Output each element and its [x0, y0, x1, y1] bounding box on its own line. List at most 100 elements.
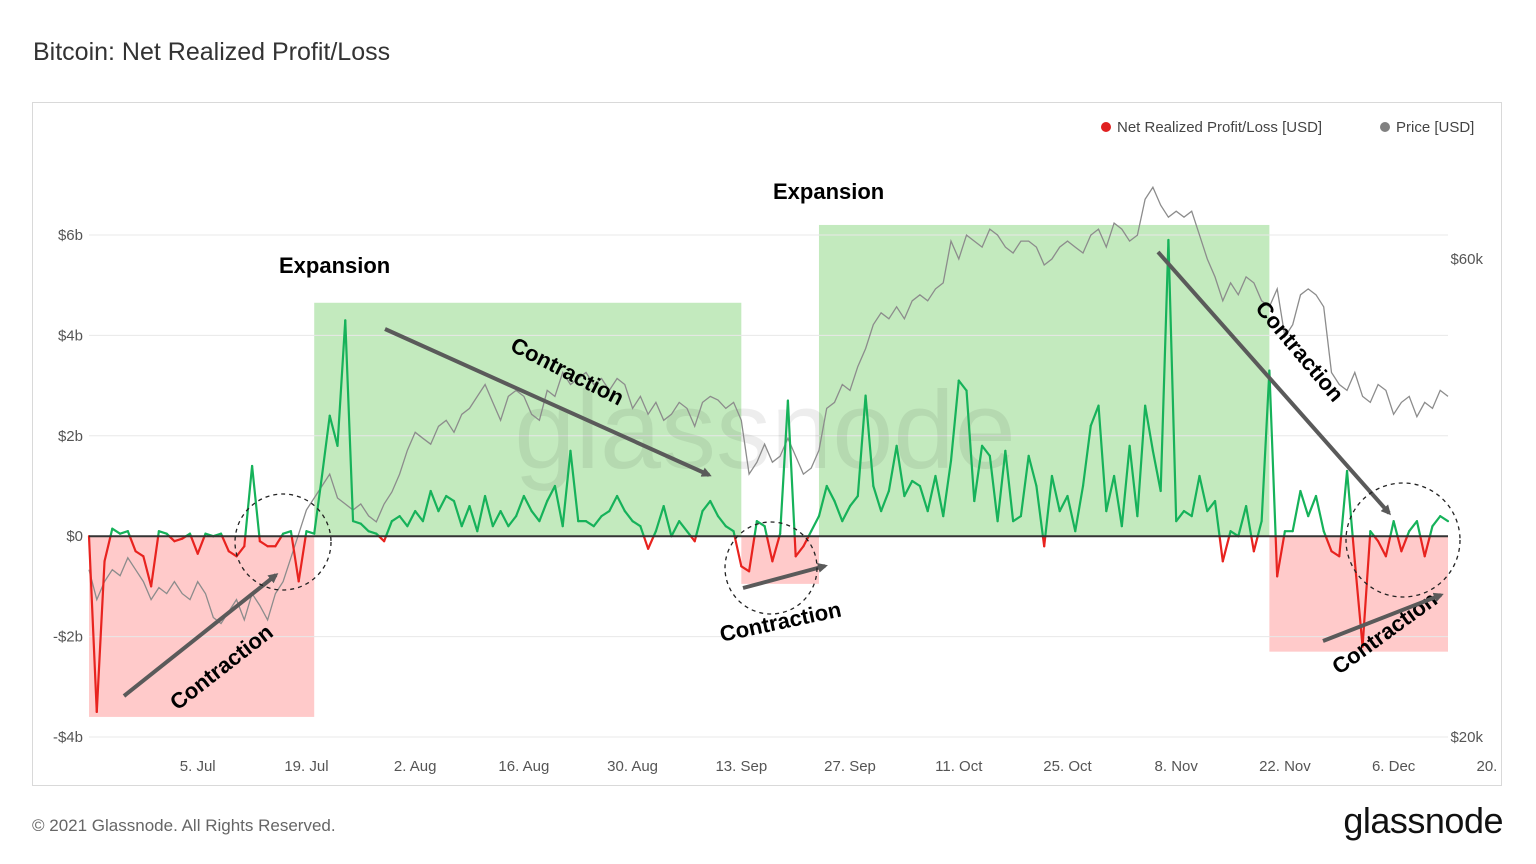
npl-series-segment	[1428, 525, 1434, 538]
npl-series-segment	[173, 537, 184, 543]
x-tick-label: 5. Jul	[180, 758, 216, 775]
npl-series-segment	[1019, 454, 1030, 518]
npl-series-segment	[1274, 535, 1279, 578]
npl-series-segment	[654, 504, 665, 533]
npl-series-segment	[258, 540, 269, 548]
npl-series-segment	[1314, 494, 1325, 533]
npl-series-segment	[592, 515, 603, 528]
npl-series-segment	[109, 527, 114, 538]
x-tick-label: 8. Nov	[1155, 758, 1199, 775]
npl-series-segment	[1089, 404, 1100, 427]
trend-arrow	[1156, 250, 1391, 516]
npl-series-segment	[1340, 469, 1349, 538]
npl-series-segment	[468, 504, 479, 533]
npl-series-segment	[1338, 535, 1343, 558]
npl-series-segment	[1439, 515, 1450, 523]
npl-series-segment	[452, 499, 463, 528]
npl-series-segment	[642, 535, 650, 550]
npl-series-segment	[305, 530, 316, 535]
trend-arrow	[742, 562, 828, 590]
npl-series-segment	[864, 394, 875, 488]
npl-series-segment	[1198, 474, 1209, 513]
npl-series-segment	[282, 530, 293, 535]
chart-title: Bitcoin: Net Realized Profit/Loss	[33, 38, 391, 66]
price-layer	[88, 185, 1449, 625]
npl-series-segment	[786, 399, 796, 538]
npl-series-segment	[973, 444, 984, 503]
npl-series-segment	[128, 535, 137, 553]
expansion-label: Expansion	[279, 253, 390, 278]
npl-series-segment	[872, 484, 883, 513]
npl-series-segment	[344, 319, 355, 523]
npl-series-segment	[111, 527, 122, 535]
npl-series-segment	[1392, 520, 1399, 538]
npl-series-segment	[1136, 404, 1147, 518]
npl-series-segment	[390, 515, 401, 523]
npl-series-segment	[765, 535, 774, 563]
npl-series-segment	[903, 479, 914, 498]
npl-series-segment	[1260, 369, 1271, 523]
npl-series-segment	[1206, 499, 1217, 513]
chart-svg: glassnode $6b $4b $2b $0 -$2b -$4b $60k $20k 5. …	[53, 119, 1529, 775]
npl-series-segment	[1423, 535, 1431, 558]
npl-series-segment	[1097, 404, 1108, 513]
npl-series-segment	[437, 494, 448, 513]
npl-series-segment	[1351, 535, 1356, 563]
y-left-tick-label: $4b	[58, 327, 83, 344]
npl-series-segment	[639, 525, 645, 538]
npl-series-segment	[1353, 560, 1364, 648]
trend-arrow	[1322, 592, 1444, 643]
npl-series-segment	[569, 449, 580, 523]
npl-series-segment	[328, 414, 339, 447]
npl-series-segment	[623, 510, 634, 523]
npl-series-segment	[615, 494, 626, 513]
npl-series-segment	[918, 484, 929, 513]
x-tick-label: 11. Oct	[935, 758, 983, 775]
npl-series-segment	[753, 520, 758, 538]
npl-series-segment	[1105, 474, 1116, 513]
npl-series-segment	[297, 535, 307, 583]
npl-series-segment	[515, 494, 525, 518]
npl-series-segment	[244, 464, 254, 538]
npl-series-segment	[608, 494, 619, 513]
npl-series-segment	[793, 535, 797, 558]
npl-series-segment	[1035, 484, 1044, 538]
expansion-region	[818, 224, 1270, 537]
npl-series-segment	[926, 474, 937, 513]
expansion-region	[314, 302, 742, 537]
npl-series-segment	[1276, 535, 1286, 578]
npl-series-segment	[1074, 484, 1085, 533]
npl-series-segment	[1081, 424, 1092, 488]
npl-series-segment	[833, 499, 844, 523]
copyright-text: © 2021 Glassnode. All Rights Reserved.	[32, 816, 336, 835]
npl-series-segment	[631, 520, 642, 528]
npl-series-segment	[980, 444, 991, 457]
glassnode-logo: glassnode	[1343, 800, 1503, 841]
npl-series-segment	[243, 535, 247, 548]
npl-series-segment	[150, 535, 160, 588]
npl-series-segment	[250, 464, 261, 538]
npl-series-segment	[771, 535, 781, 563]
npl-series-segment	[1415, 520, 1422, 538]
npl-series-segment	[1128, 444, 1139, 518]
npl-series-segment	[1167, 238, 1178, 523]
y-left-tick-label: $6b	[58, 227, 83, 244]
npl-series-segment	[1159, 238, 1170, 493]
npl-series-segment	[701, 499, 712, 513]
y-right-tick-label: $60k	[1450, 251, 1483, 268]
npl-series-segment	[1112, 474, 1123, 528]
npl-series-segment	[189, 535, 199, 555]
npl-series-segment	[1237, 504, 1248, 538]
x-tick-label: 19. Jul	[284, 758, 328, 775]
npl-series-segment	[1408, 520, 1419, 533]
trend-arrow	[384, 327, 712, 477]
npl-series-segment	[957, 379, 968, 392]
npl-series-segment	[95, 560, 106, 714]
npl-series-segment	[522, 494, 533, 513]
npl-series-segment	[1043, 535, 1047, 548]
npl-layer	[87, 238, 1450, 714]
npl-series-segment	[662, 504, 673, 538]
legend-marker	[1380, 122, 1390, 132]
npl-series-segment	[1175, 510, 1186, 523]
npl-series-segment	[1324, 535, 1333, 553]
